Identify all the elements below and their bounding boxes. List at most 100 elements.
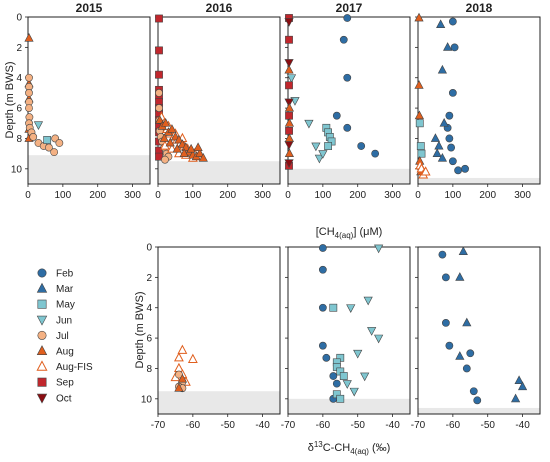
panel-frame (287, 16, 411, 185)
point-aug (284, 148, 294, 158)
point-feb (450, 43, 459, 52)
panel-frame (287, 246, 411, 415)
point-aug (159, 133, 169, 142)
legend-label-aug-fis: Aug-FIS (56, 362, 93, 373)
x-tick-label: -50 (220, 420, 235, 431)
point-sep (285, 126, 293, 135)
y-tick-label: 0 (16, 13, 22, 24)
point-aug-fis (177, 344, 188, 354)
sediment-band (418, 177, 540, 184)
point-oct (284, 159, 294, 168)
panel-frame (417, 246, 541, 415)
x-tick-label: -50 (350, 420, 365, 431)
point-mar (455, 272, 465, 281)
y-tick-label: 0 (146, 243, 152, 254)
point-feb (318, 244, 327, 252)
point-aug (198, 152, 208, 162)
point-jul (50, 148, 59, 157)
point-aug-fis (173, 352, 184, 362)
panel-2018-d13c: -70 -60 -50 -40 (411, 246, 541, 431)
x-tick-label: 0 (155, 190, 161, 201)
point-jul (155, 104, 163, 112)
x-tick-label: -40 (385, 420, 400, 431)
y-tick-label: 6 (146, 334, 152, 345)
point-feb (441, 273, 450, 282)
sediment-band (158, 391, 280, 414)
point-may (336, 394, 345, 403)
panel-2017-conc: 0 100 200 300 2017 (284, 1, 411, 201)
panel-frame (157, 16, 281, 185)
point-feb (322, 353, 331, 362)
point-jul (25, 73, 33, 82)
legend-marker-sep (37, 377, 47, 387)
point-feb (448, 17, 457, 26)
legend-marker-oct (36, 393, 48, 404)
point-aug (414, 110, 424, 120)
panel-2018-conc: 0 100 200 300 2018 (414, 1, 541, 201)
point-jul (25, 104, 33, 112)
point-feb (438, 250, 447, 259)
point-mar (458, 246, 468, 255)
legend-label-feb: Feb (56, 269, 74, 280)
point-mar (436, 19, 446, 28)
x-tick-label: -70 (281, 420, 296, 431)
legend-label-mar: Mar (56, 284, 74, 295)
x-tick-label: -70 (411, 420, 426, 431)
panel-title: 2016 (206, 1, 233, 15)
point-jun (360, 372, 370, 382)
point-mar (455, 351, 465, 360)
x-tick-label: 200 (479, 190, 496, 201)
point-aug (161, 118, 171, 127)
point-jun (33, 121, 44, 131)
x-tick-label: -50 (480, 420, 495, 431)
y-tick-label: 2 (146, 273, 152, 284)
x-tick-label: -60 (186, 420, 201, 431)
legend-label-aug: Aug (56, 347, 74, 358)
point-feb (332, 379, 341, 388)
x-axis-label-top: [CH4(aq)] (μM) (316, 226, 383, 240)
x-tick-label: 300 (124, 190, 141, 201)
point-feb (445, 341, 454, 350)
point-feb (445, 111, 454, 120)
x-tick-label: 300 (254, 190, 271, 201)
point-jun (353, 349, 363, 359)
legend-label-jul: Jul (56, 331, 69, 342)
point-jun (286, 74, 297, 83)
point-aug (414, 12, 424, 22)
point-feb (332, 111, 341, 120)
point-aug (284, 118, 294, 127)
x-tick-label: 100 (315, 190, 332, 201)
panel-title: 2018 (466, 1, 493, 15)
point-jul (55, 139, 64, 147)
y-tick-label: 10 (141, 394, 153, 405)
point-aug-fis (420, 166, 431, 176)
x-tick-label: -40 (255, 420, 270, 431)
point-feb (469, 387, 478, 396)
y-tick-label: 8 (16, 134, 22, 145)
point-feb (371, 149, 380, 158)
point-aug (186, 143, 196, 153)
x-tick-label: 0 (25, 190, 31, 201)
point-mar (437, 64, 447, 74)
point-jul (29, 133, 38, 141)
point-aug (179, 148, 189, 158)
legend-marker-aug (36, 345, 48, 356)
point-jun (349, 387, 359, 397)
point-jun (374, 244, 384, 254)
x-tick-label: 0 (415, 190, 421, 201)
legend-marker-jul (37, 330, 47, 340)
point-sep (155, 14, 163, 23)
point-mar (462, 317, 472, 327)
point-feb (339, 35, 348, 44)
legend-label-sep: Sep (56, 378, 74, 389)
point-feb (445, 134, 454, 143)
point-oct (284, 59, 294, 68)
point-jul (161, 155, 169, 164)
legend-marker-mar (36, 282, 48, 293)
point-jul (155, 89, 163, 97)
x-tick-label: 100 (185, 190, 202, 201)
panel-title: 2015 (76, 1, 103, 15)
x-axis-label-bottom: δ13C-CH4(aq) (‰) (308, 440, 391, 456)
legend-label-jun: Jun (56, 315, 72, 326)
